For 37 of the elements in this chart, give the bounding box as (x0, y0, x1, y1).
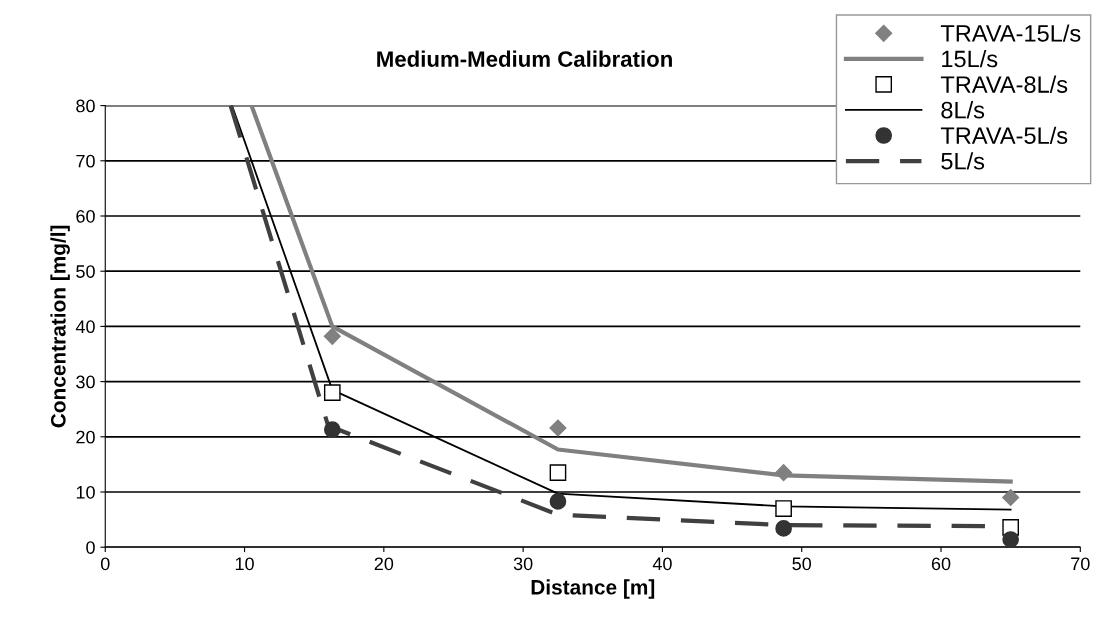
x-tick-label: 70 (1071, 557, 1090, 571)
x-tick-label: 60 (931, 557, 951, 571)
x-tick-label: 0 (100, 557, 110, 571)
x-tick-label: 10 (235, 557, 254, 571)
point (549, 493, 567, 510)
y-tick-label: 10 (76, 485, 95, 499)
point (775, 464, 793, 482)
x-tick-label: 40 (652, 557, 672, 571)
point (323, 327, 341, 345)
y-tick-label: 50 (76, 265, 95, 278)
y-axis-title: Concentration [mg/l] (50, 225, 70, 428)
point (1002, 488, 1020, 507)
y-tick-label: 0 (86, 541, 95, 554)
point (323, 421, 341, 438)
x-axis-title: Distance [m] (531, 579, 655, 599)
chart-title: Medium-Medium Calibration (377, 50, 672, 67)
legend-label: 5L/s (941, 152, 985, 170)
x-tick-label: 50 (792, 557, 812, 571)
point (775, 500, 792, 517)
y-tick-label: 70 (76, 154, 95, 168)
legend-label: TRAVA-8L/s (940, 75, 1068, 93)
legend-label: TRAVA-15L/s (940, 24, 1081, 42)
y-tick-label: 30 (76, 375, 95, 389)
point (1002, 531, 1019, 548)
y-tick-label: 20 (76, 430, 95, 444)
legend-label: TRAVA-5L/s (940, 126, 1068, 144)
x-tick-label: 30 (513, 557, 533, 571)
y-tick-label: 80 (76, 99, 95, 113)
point (323, 384, 341, 401)
point (775, 520, 792, 537)
legend-label: 15L/s (942, 50, 998, 68)
point (549, 464, 567, 482)
y-tick-label: 60 (76, 209, 95, 223)
legend-label: 8L/s (941, 101, 985, 119)
x-tick-label: 20 (374, 557, 394, 571)
point (549, 419, 567, 437)
y-tick-label: 40 (75, 320, 95, 334)
